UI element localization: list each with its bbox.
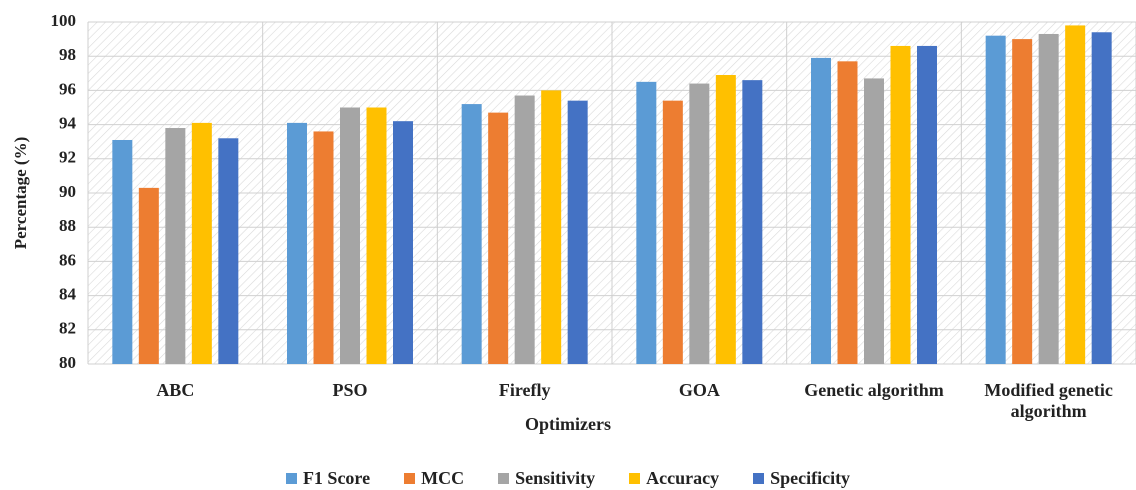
bar bbox=[837, 61, 858, 365]
bar bbox=[165, 128, 186, 364]
bar bbox=[864, 78, 884, 365]
y-tick-label: 86 bbox=[59, 250, 76, 269]
y-tick-label: 92 bbox=[59, 148, 76, 167]
y-tick-label: 100 bbox=[51, 11, 77, 30]
bar bbox=[1038, 33, 1059, 364]
y-tick-label: 94 bbox=[59, 114, 77, 133]
bar bbox=[488, 112, 509, 364]
legend-label: Specificity bbox=[770, 468, 851, 488]
legend-item: MCC bbox=[404, 468, 464, 489]
legend-swatch bbox=[404, 473, 416, 484]
bar bbox=[742, 80, 763, 364]
bar bbox=[985, 35, 1006, 365]
legend-item: Sensitivity bbox=[498, 468, 595, 489]
bar bbox=[112, 139, 133, 364]
bar bbox=[191, 122, 212, 364]
bar bbox=[514, 95, 535, 364]
y-tick-label: 88 bbox=[59, 216, 76, 235]
legend-swatch bbox=[498, 473, 510, 484]
bar bbox=[313, 131, 334, 364]
legend-label: MCC bbox=[421, 468, 465, 488]
bar bbox=[366, 107, 387, 364]
y-tick-label: 82 bbox=[59, 319, 76, 338]
legend: F1 Score MCC Sensitivity Accuracy Specificit… bbox=[0, 468, 1136, 489]
y-tick-label: 98 bbox=[59, 45, 76, 64]
x-tick-label: Genetic algorithm bbox=[804, 380, 944, 400]
y-tick-label: 80 bbox=[59, 353, 76, 372]
legend-swatch bbox=[629, 473, 641, 484]
x-tick-label: ABC bbox=[156, 380, 195, 400]
bar bbox=[636, 81, 657, 364]
legend-label: F1 Score bbox=[302, 468, 371, 488]
legend-label: Sensitivity bbox=[515, 468, 596, 488]
bar bbox=[541, 90, 562, 365]
x-tick-label: GOA bbox=[678, 380, 720, 400]
bar bbox=[567, 100, 588, 364]
bar bbox=[138, 187, 159, 364]
bar bbox=[393, 121, 413, 365]
x-axis-title: Optimizers bbox=[525, 414, 611, 434]
y-tick-label: 96 bbox=[59, 79, 76, 98]
bar bbox=[811, 57, 831, 364]
bar bbox=[1065, 25, 1086, 364]
y-axis-title: Percentage (%) bbox=[11, 137, 30, 250]
bar bbox=[287, 122, 307, 364]
bar bbox=[1091, 32, 1112, 364]
legend-swatch bbox=[753, 473, 765, 484]
bar bbox=[715, 75, 736, 364]
legend-item: Specificity bbox=[753, 468, 850, 489]
bar bbox=[218, 138, 239, 364]
bar bbox=[689, 83, 710, 364]
x-tick-label: Modified genetic algorithm bbox=[984, 380, 1113, 421]
x-tick-label: Firefly bbox=[498, 380, 551, 400]
bar bbox=[917, 45, 937, 364]
bar bbox=[890, 45, 911, 364]
bar bbox=[1012, 39, 1033, 364]
legend-item: F1 Score bbox=[285, 468, 371, 489]
bar bbox=[662, 100, 683, 364]
bar bbox=[340, 107, 360, 364]
bar bbox=[461, 104, 482, 364]
y-tick-label: 84 bbox=[59, 285, 77, 304]
legend-swatch bbox=[285, 473, 297, 484]
legend-item: Accuracy bbox=[629, 468, 719, 489]
y-tick-label: 90 bbox=[59, 182, 76, 201]
x-tick-label: PSO bbox=[332, 380, 368, 400]
legend-label: Accuracy bbox=[646, 468, 720, 488]
